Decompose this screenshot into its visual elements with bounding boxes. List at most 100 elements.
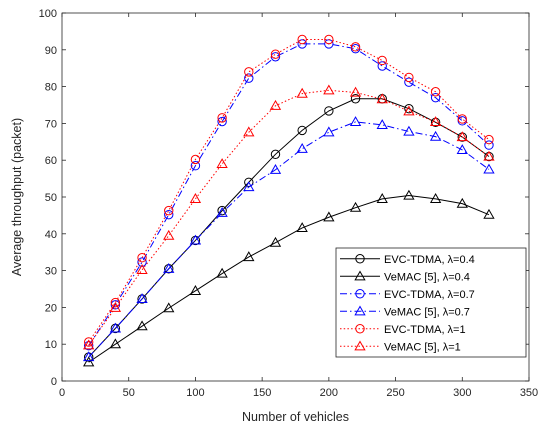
triangle-marker [456,144,468,154]
circle-marker [244,67,254,77]
y-tick-label: 30 [45,266,57,278]
legend-label: VeMAC [5], λ=0.4 [384,271,470,283]
triangle-marker [296,222,308,233]
legend-item: EVC-TDMA, λ=0.7 [340,289,475,301]
circle-marker [217,116,227,127]
triangle-marker [109,301,122,312]
series-1 [83,189,495,367]
circle-marker [137,253,147,263]
circle-marker [350,94,361,104]
legend-box [335,247,527,358]
triangle-marker [403,189,415,200]
circle-marker [244,73,254,83]
y-tick-label: 0 [51,376,57,388]
y-tick-label: 10 [45,339,57,351]
y-tick-label: 70 [45,118,57,130]
y-axis-label: Average throughput (packet) [10,118,24,276]
legend-label: VeMAC [5], λ=1 [384,341,461,353]
triangle-marker [349,116,362,127]
legend-label: VeMAC [5], λ=0.7 [384,306,470,318]
legend-marker [354,270,366,281]
x-axis-label: Number of vehicles [242,410,349,424]
y-tick-label: 50 [45,192,57,204]
y-tick-label: 40 [45,229,57,241]
circle-marker [324,34,334,45]
triangle-marker [323,84,335,95]
circle-marker [217,113,227,123]
legend-marker [354,305,366,316]
series-line [88,195,490,363]
legend-item: EVC-TDMA, λ=1 [340,324,466,336]
x-tick-label: 350 [520,387,538,399]
x-tick-label: 150 [253,387,271,399]
x-tick-label: 100 [186,387,204,399]
triangle-marker [296,87,308,98]
legend-item: VeMAC [5], λ=1 [340,340,461,353]
circle-marker [164,205,174,216]
triangle-marker [136,293,148,304]
legend-marker [355,324,365,334]
circle-marker [190,154,201,165]
triangle-marker [136,264,148,274]
circle-marker [297,34,307,45]
triangle-marker [83,339,95,350]
triangle-marker [349,201,362,212]
legend-marker [355,289,365,299]
series-line [88,98,490,358]
circle-marker [137,257,147,267]
x-tick-label: 50 [123,387,135,399]
legend-item: EVC-TDMA, λ=0.4 [340,254,475,266]
circle-marker [164,209,174,220]
legend-label: EVC-TDMA, λ=0.4 [384,254,475,266]
circle-marker [83,337,94,347]
triangle-marker [109,322,122,333]
circle-marker [404,103,414,114]
circle-marker [377,55,387,66]
legend-item: VeMAC [5], λ=0.4 [340,270,470,283]
triangle-marker [216,207,228,217]
y-tick-label: 100 [39,8,57,20]
circle-marker [270,49,281,59]
circle-marker [350,42,361,52]
circle-marker [430,87,441,97]
legend-marker [355,254,365,264]
triangle-marker [296,142,308,153]
legend: EVC-TDMA, λ=0.4 VeMAC [5], λ=0.4 EVC-TDMA,… [335,247,527,358]
triangle-marker [83,351,95,362]
y-tick-label: 20 [45,302,57,314]
triangle-marker [216,267,228,278]
legend-marker [354,340,366,351]
circle-marker [430,92,441,103]
series-line [88,121,490,358]
circle-marker [190,161,201,171]
triangle-marker [376,119,388,129]
triangle-marker [456,131,468,142]
circle-marker [297,125,307,136]
triangle-marker [243,181,255,192]
triangle-marker [483,208,495,219]
circle-marker [377,61,387,71]
circle-marker [297,39,307,49]
triangle-marker [349,86,362,97]
circle-marker [404,77,414,87]
y-tick-label: 80 [45,82,57,94]
series-3 [83,116,495,362]
triangle-marker [189,285,202,295]
y-tick-label: 90 [45,45,57,57]
series-5 [83,84,495,350]
series-4 [83,34,494,347]
triangle-marker [483,163,495,174]
circle-marker [484,140,494,150]
triangle-marker [189,193,202,203]
triangle-marker [163,229,175,240]
triangle-marker [323,126,335,137]
axis-ticks: 0 50 100 150 200 250 300 350 0 10 20 30 40 50 60 70 80 90… [39,8,539,399]
triangle-marker [163,262,175,273]
circle-marker [484,134,494,145]
triangle-marker [429,193,442,203]
circle-marker [324,106,334,116]
triangle-marker [403,105,415,116]
triangle-marker [403,125,415,136]
triangle-marker [243,126,255,137]
x-tick-label: 300 [453,387,471,399]
